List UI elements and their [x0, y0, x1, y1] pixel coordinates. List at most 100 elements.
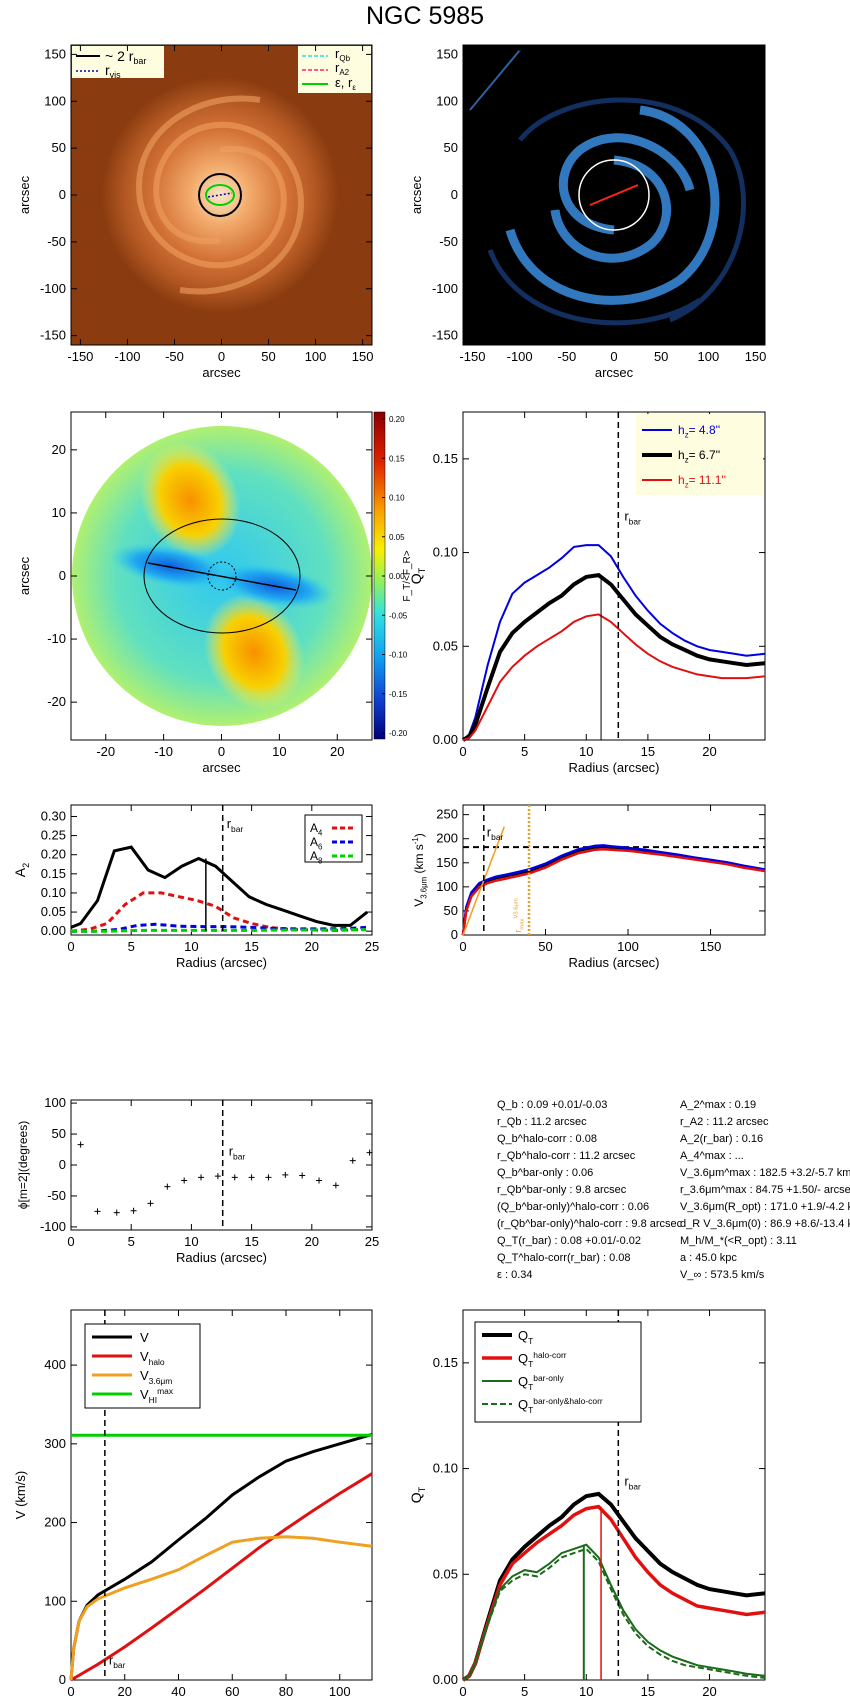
x-tick-label: 10 — [579, 1684, 593, 1699]
legend-label-part: h — [678, 473, 685, 487]
series-line — [462, 1547, 766, 1681]
y-axis-label-part: T — [417, 567, 427, 573]
y-tick-label: 50 — [52, 1126, 66, 1141]
scatter-point — [164, 1183, 171, 1190]
legend-label: hz= 11.1'' — [678, 473, 726, 490]
x-tick-label: 15 — [244, 939, 258, 954]
param-left: r_Qb^halo-corr : 11.2 arcsec — [497, 1150, 636, 1162]
x-axis-label: arcsec — [202, 365, 241, 380]
y-tick-label: 150 — [436, 46, 458, 61]
rbar-label-part: r — [109, 1652, 114, 1667]
chart-p7: 0 5 10 15 20 25 -100 -50 0 50 100 rbar ϕ[m=2](degree… — [16, 1095, 379, 1265]
y-tick-label: 250 — [436, 807, 458, 822]
scatter-point — [299, 1172, 306, 1179]
x-tick-label: 0 — [67, 1234, 74, 1249]
rbar-label-part: bar — [491, 832, 503, 842]
y-axis-label: arcsec — [17, 175, 32, 214]
y-tick-label: 10 — [52, 505, 66, 520]
rbar-label-part: bar — [629, 1481, 641, 1491]
scatter-point — [198, 1174, 205, 1181]
x-tick-label: -10 — [154, 744, 173, 759]
galaxy-spiral-arms — [136, 95, 304, 295]
x-tick-label: 50 — [261, 349, 275, 364]
series-line — [462, 544, 766, 741]
rvis-line — [207, 192, 233, 198]
param-right: a : 45.0 kpc — [680, 1252, 737, 1264]
legend-right-label-1: rQb — [335, 46, 351, 63]
params-right-column: A_2^max : 0.19 r_A2 : 11.2 arcsec A_2(r_… — [680, 1097, 850, 1284]
param-right: A_2(r_bar) : 0.16 — [680, 1133, 764, 1145]
x-tick-label: 25 — [365, 939, 379, 954]
y-tick-label: 100 — [44, 1095, 66, 1110]
x-axis-label: Radius (arcsec) — [568, 955, 659, 970]
x-tick-label: 10 — [184, 1234, 198, 1249]
y-tick-label: 0.25 — [41, 828, 66, 843]
param-right: d_R V_3.6μm(0) : 86.9 +8.6/-13.4 km/s/kp… — [680, 1218, 850, 1230]
rbar-label: rbar — [487, 824, 504, 842]
x-tick-label: 0 — [67, 939, 74, 954]
legend-label-part: A — [310, 835, 318, 849]
plot-frame — [70, 804, 373, 936]
y-tick-label: 200 — [44, 1515, 66, 1530]
x-tick-label: 0 — [610, 349, 617, 364]
rmax-label-part: max — [520, 918, 526, 929]
y-tick-label: 0.15 — [433, 451, 458, 466]
x-axis-label: Radius (arcsec) — [176, 955, 267, 970]
scatter-point — [332, 1182, 339, 1189]
scatter-point — [231, 1174, 238, 1181]
rbar-label-part: r — [624, 509, 629, 524]
charts-layer: -150 -100 -50 0 50 100 150-150-100-50050100150… — [12, 44, 766, 1699]
y-axis-label-part: T — [417, 1486, 427, 1492]
legend-label-part: halo — [149, 1357, 165, 1367]
legend-label-part: halo-corr — [533, 1350, 566, 1360]
legend-label: V — [140, 1330, 149, 1345]
params-left-column: Q_b : 0.09 +0.01/-0.03 r_Qb : 11.2 arcse… — [497, 1097, 682, 1284]
rbar-label-part: r — [227, 816, 232, 831]
colorbar-tick-label: 0.10 — [389, 494, 405, 503]
legend-label-part: A — [310, 821, 318, 835]
scatter-point — [130, 1207, 137, 1214]
legend-label-part: = 6.7'' — [689, 448, 721, 462]
x-tick-label: 20 — [702, 1684, 716, 1699]
x-tick-label: 40 — [171, 1684, 185, 1699]
param-left: ε : 0.34 — [497, 1269, 533, 1281]
y-axis-label-part: 2 — [21, 863, 31, 868]
legend-label: A8 — [310, 849, 322, 866]
chart-p1: -150 -100 -50 0 50 100 150 -150 -100 -50 0 50 100 150… — [17, 44, 374, 380]
series-line — [70, 1472, 373, 1682]
chart-p2: -150 -100 -50 0 50 100 150 -150 -100 -50 0 50 100 150… — [409, 44, 766, 380]
y-tick-label: 150 — [436, 855, 458, 870]
legend-label: VHImax — [140, 1386, 174, 1405]
x-tick-label: 100 — [305, 349, 327, 364]
colorbar-tick-label: -0.20 — [389, 729, 408, 738]
colorbar-tick-label: 0.00 — [389, 572, 405, 581]
y-axis-label: V3.6μm (km s-1) — [411, 833, 428, 906]
rbar-label: rbar — [227, 816, 244, 834]
x-tick-label: 150 — [700, 939, 722, 954]
chart-p6: 0 50 100 150050100150200250rbarrmaxV3.6μmV3… — [411, 804, 766, 970]
rbar-label-part: bar — [629, 517, 641, 527]
legend-label-part: V — [140, 1349, 149, 1364]
x-tick-label: -150 — [67, 349, 93, 364]
x-tick-label: 150 — [352, 349, 374, 364]
legend-label-part: T — [528, 1382, 533, 1392]
panel-force-map — [72, 411, 386, 740]
colorbar-label: F_T/<F_R> — [402, 550, 413, 601]
param-right: M_h/M_*(<R_opt) : 3.11 — [680, 1235, 797, 1247]
y-tick-label: 0 — [59, 1672, 66, 1687]
rbar-label: rbar — [624, 509, 641, 527]
colorbar-tick-label: 0.05 — [389, 533, 405, 542]
legend-label-part: 8 — [318, 857, 322, 866]
y-tick-label: 0 — [59, 187, 66, 202]
legend-right-label-2: rA2 — [335, 60, 350, 77]
rbar-label-part: r — [487, 824, 492, 839]
panel-residual-image — [463, 45, 765, 345]
y-tick-label: 50 — [444, 903, 458, 918]
y-tick-label: 200 — [436, 831, 458, 846]
legend-label: hz= 4.8'' — [678, 423, 720, 440]
y-tick-label: 0.00 — [41, 923, 66, 938]
x-tick-label: 5 — [521, 744, 528, 759]
legend-label-part: = 11.1'' — [689, 473, 726, 487]
plot-frame — [70, 1099, 373, 1231]
y-tick-label: 0.00 — [433, 732, 458, 747]
